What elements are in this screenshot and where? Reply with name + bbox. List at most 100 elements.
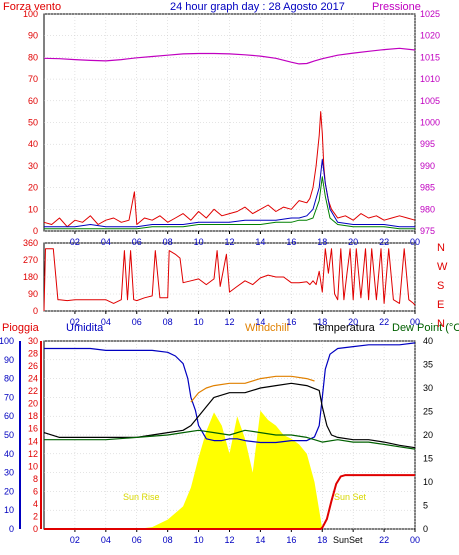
- rain-line: [44, 474, 415, 530]
- x-tick-label: 12: [224, 317, 234, 327]
- compass-label: E: [437, 299, 444, 311]
- humidity-line: [44, 342, 416, 444]
- pressure-tick-label: 990: [420, 161, 435, 171]
- wind-tick-label: 30: [28, 161, 38, 171]
- solar-radiation-area: [136, 410, 323, 529]
- x-tick-label: 10: [194, 535, 204, 545]
- pressure-tick-label: 975: [420, 226, 435, 236]
- rain-tick-label: 28: [28, 349, 38, 359]
- direction-tick-label: 0: [33, 306, 38, 316]
- x-tick-label: 22: [379, 535, 389, 545]
- rain-tick-label: 6: [33, 486, 38, 496]
- x-tick-label: 14: [255, 237, 265, 247]
- x-tick-label: 10: [194, 317, 204, 327]
- rain-tick-label: 8: [33, 474, 38, 484]
- wind-tick-label: 20: [28, 183, 38, 193]
- wind-axis-title: Forza vento: [3, 1, 61, 13]
- rain-tick-label: 18: [28, 411, 38, 421]
- x-tick-label: 04: [101, 535, 111, 545]
- direction-tick-label: 270: [23, 255, 38, 265]
- x-tick-label: 04: [101, 237, 111, 247]
- compass-label: N: [437, 318, 445, 330]
- direction-tick-label: 360: [23, 238, 38, 248]
- humidity-tick-label: 70: [4, 392, 14, 402]
- x-tick-label: 14: [255, 317, 265, 327]
- x-tick-label: 16: [286, 535, 296, 545]
- humidity-tick-label: 60: [4, 411, 14, 421]
- wind_avg-line: [44, 158, 415, 228]
- compass-label: N: [437, 242, 445, 254]
- x-tick-label: 08: [163, 237, 173, 247]
- rain-axis-title: Pioggia: [2, 322, 40, 334]
- pressure-tick-label: 1005: [420, 96, 440, 106]
- wind-tick-label: 100: [23, 9, 38, 19]
- pressure-line: [43, 47, 416, 65]
- pressure-tick-label: 1000: [420, 118, 440, 128]
- wind-tick-label: 0: [33, 226, 38, 236]
- temperature-tick-label: 15: [423, 454, 433, 464]
- wind-tick-label: 80: [28, 52, 38, 62]
- x-tick-label: 02: [70, 535, 80, 545]
- humidity-tick-label: 90: [4, 355, 14, 365]
- x-tick-label: 06: [132, 237, 142, 247]
- wind-tick-label: 40: [28, 139, 38, 149]
- humidity-tick-label: 20: [4, 486, 14, 496]
- direction-tick-label: 90: [28, 289, 38, 299]
- compass-label: W: [437, 261, 448, 273]
- humidity-tick-label: 0: [9, 524, 14, 534]
- gust-line: [43, 111, 416, 228]
- temperature-line: [43, 382, 416, 449]
- wind-tick-label: 10: [28, 204, 38, 214]
- x-tick-label: 08: [163, 317, 173, 327]
- x-tick-label: 00: [410, 317, 420, 327]
- sun-set-tick-label: SunSet: [333, 535, 363, 545]
- temperature-tick-label: 5: [423, 501, 428, 511]
- x-tick-label: 10: [194, 237, 204, 247]
- wind-tick-label: 50: [28, 118, 38, 128]
- x-tick-label: 00: [410, 237, 420, 247]
- rain-tick-label: 0: [33, 524, 38, 534]
- grid-lines: [19, 13, 416, 532]
- temperature-tick-label: 0: [423, 524, 428, 534]
- x-tick-label: 22: [379, 237, 389, 247]
- pressure-tick-label: 1010: [420, 74, 440, 84]
- solar-area: [136, 410, 323, 529]
- dewpoint-legend: Dew Point (°C: [392, 322, 459, 334]
- wind-tick-label: 60: [28, 96, 38, 106]
- pressure-tick-label: 980: [420, 204, 435, 214]
- rain-tick-label: 30: [28, 336, 38, 346]
- dewpoint-line: [44, 429, 416, 450]
- humidity-tick-label: 40: [4, 449, 14, 459]
- series-lines: [43, 47, 416, 530]
- rain-tick-label: 26: [28, 361, 38, 371]
- x-tick-label: 08: [163, 535, 173, 545]
- direction-line: [43, 248, 416, 312]
- temperature-tick-label: 20: [423, 430, 433, 440]
- wind-tick-label: 90: [28, 31, 38, 41]
- temperature-tick-label: 10: [423, 477, 433, 487]
- rain-tick-label: 4: [33, 499, 38, 509]
- temperature-tick-label: 40: [423, 336, 433, 346]
- rain-tick-label: 2: [33, 511, 38, 521]
- temperature-tick-label: 30: [423, 383, 433, 393]
- pressure-axis-title: Pressione: [372, 1, 421, 13]
- sun-set-label: Sun Set: [334, 492, 367, 502]
- humidity-legend: Umidita: [66, 322, 104, 334]
- x-tick-label: 06: [132, 317, 142, 327]
- rain-tick-label: 10: [28, 461, 38, 471]
- wind_low-line: [44, 176, 415, 230]
- wind-tick-label: 70: [28, 74, 38, 84]
- x-tick-label: 18: [317, 317, 327, 327]
- x-tick-label: 02: [70, 237, 80, 247]
- graph-title: 24 hour graph day : 28 Agosto 2017: [170, 1, 345, 13]
- rain-tick-label: 16: [28, 424, 38, 434]
- x-tick-label: 06: [132, 535, 142, 545]
- pressure-tick-label: 1025: [420, 9, 440, 19]
- pressure-tick-label: 1015: [420, 52, 440, 62]
- rain-tick-label: 14: [28, 436, 38, 446]
- direction-tick-label: 180: [23, 272, 38, 282]
- x-tick-label: 18: [317, 237, 327, 247]
- pressure-tick-label: 985: [420, 183, 435, 193]
- rain-tick-label: 12: [28, 449, 38, 459]
